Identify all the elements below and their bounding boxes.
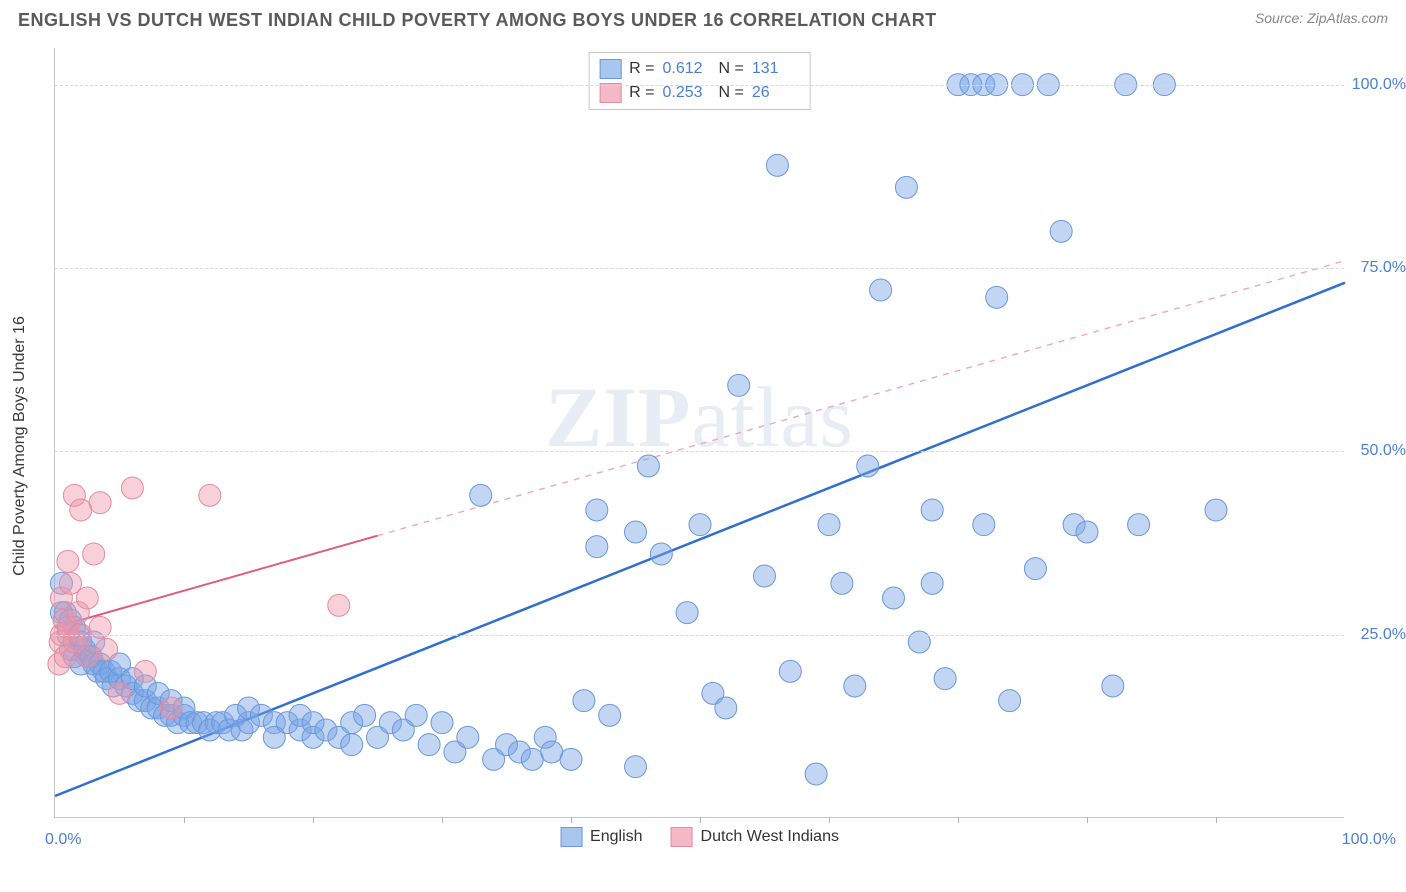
- legend-item: English: [560, 827, 642, 847]
- chart-source: Source: ZipAtlas.com: [1255, 10, 1388, 26]
- data-point: [689, 514, 711, 536]
- data-point: [599, 704, 621, 726]
- data-point: [934, 668, 956, 690]
- data-point: [650, 543, 672, 565]
- data-point: [328, 594, 350, 616]
- data-point: [921, 572, 943, 594]
- data-point: [418, 734, 440, 756]
- data-point: [341, 734, 363, 756]
- data-point: [1102, 675, 1124, 697]
- data-point: [121, 477, 143, 499]
- data-point: [586, 536, 608, 558]
- data-point: [883, 587, 905, 609]
- data-point: [999, 690, 1021, 712]
- x-tick-mark: [442, 817, 443, 823]
- chart-header: ENGLISH VS DUTCH WEST INDIAN CHILD POVER…: [0, 0, 1406, 35]
- data-point: [354, 704, 376, 726]
- data-point: [625, 521, 647, 543]
- legend-label: English: [590, 828, 642, 846]
- stats-legend-row: R = 0.612 N = 131: [599, 57, 800, 81]
- data-point: [57, 550, 79, 572]
- data-point: [637, 455, 659, 477]
- data-point: [1128, 514, 1150, 536]
- data-point: [766, 154, 788, 176]
- bottom-legend: English Dutch West Indians: [560, 827, 839, 847]
- data-point: [728, 374, 750, 396]
- legend-swatch: [599, 59, 621, 79]
- data-point: [470, 484, 492, 506]
- x-tick-mark: [700, 817, 701, 823]
- data-point: [625, 756, 647, 778]
- data-point: [89, 492, 111, 514]
- data-point: [76, 646, 98, 668]
- x-tick-mark: [1087, 817, 1088, 823]
- legend-swatch: [599, 83, 621, 103]
- gridline: [55, 451, 1344, 452]
- stat-r-value: 0.612: [663, 57, 711, 81]
- data-point: [844, 675, 866, 697]
- data-point: [457, 726, 479, 748]
- data-point: [895, 176, 917, 198]
- y-tick-label: 75.0%: [1361, 259, 1406, 277]
- legend-swatch: [671, 827, 693, 847]
- legend-label: Dutch West Indians: [701, 828, 839, 846]
- y-tick-label: 50.0%: [1361, 442, 1406, 460]
- data-point: [431, 712, 453, 734]
- y-tick-label: 25.0%: [1361, 626, 1406, 644]
- plot-area: ZIPatlas R =0.612N =131R =0.253N =26 Eng…: [54, 48, 1344, 818]
- legend-swatch: [560, 827, 582, 847]
- data-point: [857, 455, 879, 477]
- data-point: [754, 565, 776, 587]
- data-point: [805, 763, 827, 785]
- x-tick-mark: [184, 817, 185, 823]
- data-point: [715, 697, 737, 719]
- data-point: [199, 484, 221, 506]
- x-tick-mark: [571, 817, 572, 823]
- x-tick-mark: [829, 817, 830, 823]
- legend-item: Dutch West Indians: [671, 827, 839, 847]
- x-tick-mark: [313, 817, 314, 823]
- data-point: [1024, 558, 1046, 580]
- data-point: [521, 748, 543, 770]
- data-point: [1076, 521, 1098, 543]
- data-point: [831, 572, 853, 594]
- gridline: [55, 268, 1344, 269]
- x-tick-mark: [958, 817, 959, 823]
- gridline: [55, 85, 1344, 86]
- data-point: [1050, 220, 1072, 242]
- data-point: [70, 499, 92, 521]
- data-point: [921, 499, 943, 521]
- gridline: [55, 635, 1344, 636]
- data-point: [779, 660, 801, 682]
- x-tick-mark: [1216, 817, 1217, 823]
- data-point: [986, 286, 1008, 308]
- x-tick-min: 0.0%: [45, 831, 81, 849]
- stat-n-value: 131: [752, 57, 800, 81]
- y-tick-label: 100.0%: [1352, 76, 1406, 94]
- data-point: [160, 697, 182, 719]
- data-point: [96, 638, 118, 660]
- data-point: [973, 514, 995, 536]
- data-point: [76, 587, 98, 609]
- data-point: [1205, 499, 1227, 521]
- data-point: [586, 499, 608, 521]
- chart-title: ENGLISH VS DUTCH WEST INDIAN CHILD POVER…: [18, 10, 937, 31]
- trend-line-dashed: [378, 261, 1346, 536]
- data-point: [109, 682, 131, 704]
- y-axis-label: Child Poverty Among Boys Under 16: [11, 316, 29, 576]
- x-tick-max: 100.0%: [1342, 831, 1396, 849]
- data-point: [541, 741, 563, 763]
- data-point: [676, 602, 698, 624]
- stat-r-label: R =: [629, 57, 654, 81]
- data-point: [560, 748, 582, 770]
- data-point: [573, 690, 595, 712]
- data-point: [405, 704, 427, 726]
- data-point: [818, 514, 840, 536]
- stat-n-label: N =: [719, 57, 744, 81]
- data-point: [134, 660, 156, 682]
- data-point: [83, 543, 105, 565]
- scatter-svg: [55, 48, 1344, 817]
- data-point: [870, 279, 892, 301]
- stats-legend: R =0.612N =131R =0.253N =26: [588, 52, 811, 110]
